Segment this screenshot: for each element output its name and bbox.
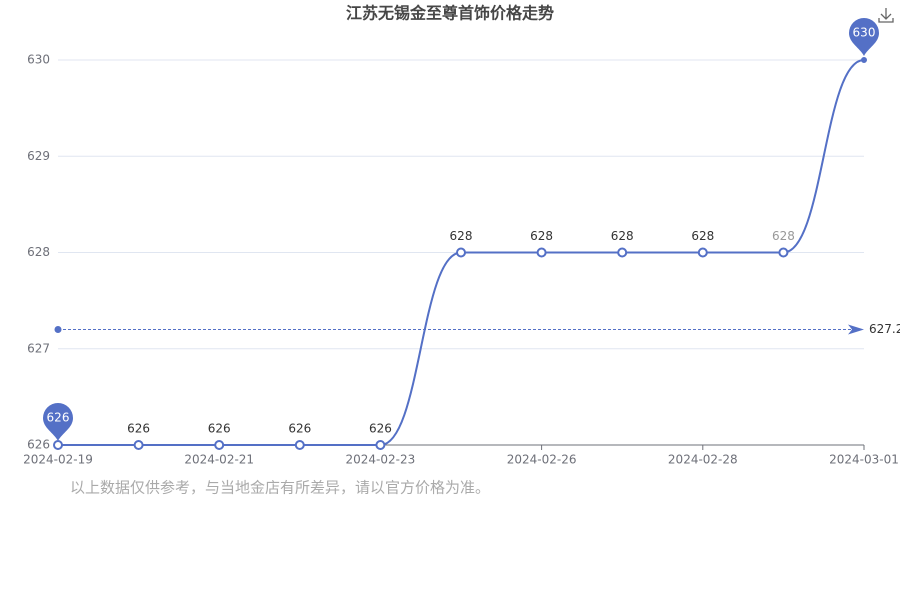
x-tick-label: 2024-02-28 xyxy=(668,453,738,467)
x-tick-label: 2024-02-19 xyxy=(23,453,93,467)
download-icon[interactable] xyxy=(878,8,894,23)
data-label: 626 xyxy=(208,422,231,436)
mark-pin-label: 630 xyxy=(853,26,876,40)
data-label: 628 xyxy=(691,229,714,243)
average-label: 627.2 xyxy=(869,322,900,336)
footnote: 以上数据仅供参考，与当地金店有所差异，请以官方价格为准。 xyxy=(70,479,490,497)
chart-title: 江苏无锡金至尊首饰价格走势 xyxy=(346,4,554,23)
average-arrow xyxy=(848,324,864,335)
point xyxy=(617,247,628,258)
mark-pin-label: 626 xyxy=(47,411,70,425)
average-start xyxy=(54,326,62,333)
point xyxy=(375,440,386,450)
point xyxy=(214,440,225,450)
y-tick-label: 628 xyxy=(27,245,50,259)
x-tick-label: 2024-02-21 xyxy=(184,453,254,467)
y-tick-label: 626 xyxy=(27,438,50,452)
point xyxy=(294,440,305,450)
point xyxy=(536,247,547,258)
mark-pin xyxy=(43,403,73,441)
data-label: 626 xyxy=(127,422,150,436)
y-tick-label: 627 xyxy=(27,341,50,355)
data-label: 628 xyxy=(530,229,553,243)
point xyxy=(697,247,708,258)
mark-pin xyxy=(849,18,879,56)
point xyxy=(53,440,63,450)
data-label: 628 xyxy=(611,229,634,243)
y-tick-label: 629 xyxy=(27,149,50,163)
point xyxy=(133,440,144,450)
point xyxy=(778,247,789,258)
point xyxy=(456,247,466,258)
data-label: 626 xyxy=(369,422,392,436)
data-label: 628 xyxy=(450,229,473,243)
data-label: 626 xyxy=(288,422,311,436)
data-label: 628 xyxy=(772,229,795,243)
y-tick-label: 630 xyxy=(27,53,50,67)
x-tick-label: 2024-02-23 xyxy=(346,453,416,467)
point xyxy=(861,57,867,63)
x-tick-label: 2024-03-01 xyxy=(829,453,899,467)
x-tick-label: 2024-02-26 xyxy=(507,453,577,467)
